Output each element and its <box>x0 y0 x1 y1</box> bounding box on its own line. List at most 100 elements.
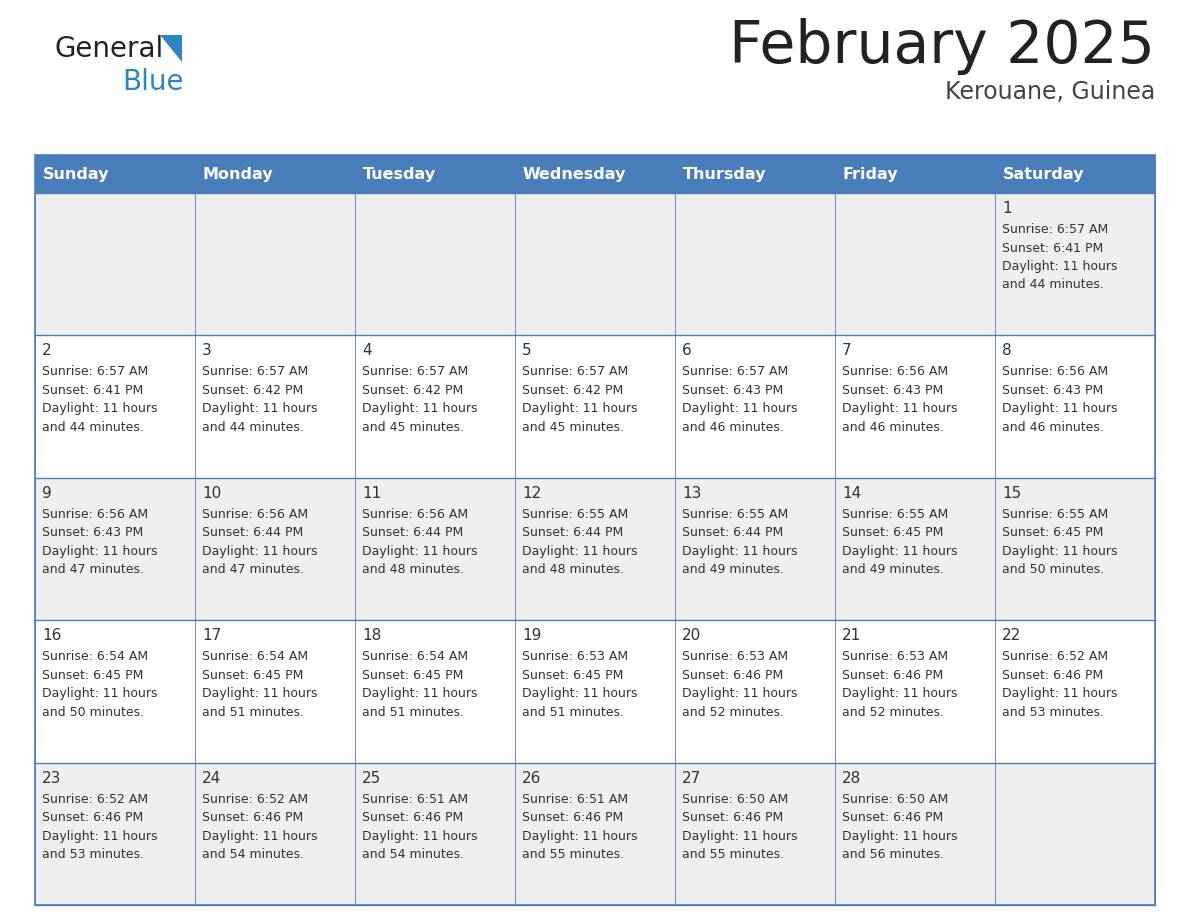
Text: Daylight: 11 hours: Daylight: 11 hours <box>842 688 958 700</box>
Text: and 54 minutes.: and 54 minutes. <box>362 848 465 861</box>
Text: Sunset: 6:46 PM: Sunset: 6:46 PM <box>522 812 624 824</box>
Text: and 49 minutes.: and 49 minutes. <box>682 564 784 577</box>
Text: Sunset: 6:41 PM: Sunset: 6:41 PM <box>1001 241 1104 254</box>
Text: Sunset: 6:46 PM: Sunset: 6:46 PM <box>682 812 783 824</box>
Text: 4: 4 <box>362 343 372 358</box>
Text: Daylight: 11 hours: Daylight: 11 hours <box>202 402 317 416</box>
Text: Thursday: Thursday <box>683 166 766 182</box>
Bar <box>34 155 1155 193</box>
Text: Daylight: 11 hours: Daylight: 11 hours <box>522 402 638 416</box>
Text: and 50 minutes.: and 50 minutes. <box>1001 564 1104 577</box>
Text: Sunset: 6:46 PM: Sunset: 6:46 PM <box>1001 668 1104 682</box>
Bar <box>675 193 835 335</box>
Text: and 48 minutes.: and 48 minutes. <box>362 564 465 577</box>
Text: Daylight: 11 hours: Daylight: 11 hours <box>362 402 478 416</box>
Text: 14: 14 <box>842 486 861 501</box>
Text: 27: 27 <box>682 770 701 786</box>
Text: 8: 8 <box>1001 343 1012 358</box>
Text: Sunrise: 6:51 AM: Sunrise: 6:51 AM <box>362 792 468 806</box>
Text: Sunrise: 6:55 AM: Sunrise: 6:55 AM <box>522 508 628 521</box>
Text: 2: 2 <box>42 343 51 358</box>
Text: Sunset: 6:43 PM: Sunset: 6:43 PM <box>842 384 943 397</box>
Bar <box>996 763 1155 905</box>
Text: Daylight: 11 hours: Daylight: 11 hours <box>682 402 797 416</box>
Text: Daylight: 11 hours: Daylight: 11 hours <box>42 688 158 700</box>
Text: 9: 9 <box>42 486 52 501</box>
Text: and 46 minutes.: and 46 minutes. <box>1001 420 1104 434</box>
Text: Sunset: 6:43 PM: Sunset: 6:43 PM <box>682 384 783 397</box>
Text: and 44 minutes.: and 44 minutes. <box>42 420 144 434</box>
Text: Sunset: 6:44 PM: Sunset: 6:44 PM <box>682 526 783 539</box>
Text: Daylight: 11 hours: Daylight: 11 hours <box>522 544 638 558</box>
Text: Daylight: 11 hours: Daylight: 11 hours <box>42 830 158 843</box>
Text: Sunrise: 6:52 AM: Sunrise: 6:52 AM <box>202 792 308 806</box>
Text: Sunset: 6:45 PM: Sunset: 6:45 PM <box>842 526 943 539</box>
Text: and 56 minutes.: and 56 minutes. <box>842 848 944 861</box>
Text: Sunrise: 6:57 AM: Sunrise: 6:57 AM <box>1001 223 1108 236</box>
Text: Blue: Blue <box>122 68 183 96</box>
Bar <box>996 621 1155 763</box>
Text: 13: 13 <box>682 486 701 501</box>
Bar <box>516 763 675 905</box>
Text: Daylight: 11 hours: Daylight: 11 hours <box>842 402 958 416</box>
Text: Sunrise: 6:55 AM: Sunrise: 6:55 AM <box>842 508 948 521</box>
Text: Sunset: 6:46 PM: Sunset: 6:46 PM <box>842 812 943 824</box>
Bar <box>675 335 835 477</box>
Text: Sunrise: 6:56 AM: Sunrise: 6:56 AM <box>842 365 948 378</box>
Text: Daylight: 11 hours: Daylight: 11 hours <box>842 544 958 558</box>
Bar <box>996 335 1155 477</box>
Bar <box>835 477 996 621</box>
Text: 10: 10 <box>202 486 221 501</box>
Bar <box>195 621 355 763</box>
Text: 1: 1 <box>1001 201 1012 216</box>
Text: Sunset: 6:44 PM: Sunset: 6:44 PM <box>362 526 463 539</box>
Text: and 45 minutes.: and 45 minutes. <box>362 420 465 434</box>
Bar <box>675 621 835 763</box>
Text: Sunset: 6:42 PM: Sunset: 6:42 PM <box>362 384 463 397</box>
Text: Daylight: 11 hours: Daylight: 11 hours <box>42 402 158 416</box>
Bar <box>996 193 1155 335</box>
Text: Sunset: 6:46 PM: Sunset: 6:46 PM <box>682 668 783 682</box>
Text: Daylight: 11 hours: Daylight: 11 hours <box>682 688 797 700</box>
Text: and 52 minutes.: and 52 minutes. <box>682 706 784 719</box>
Text: Daylight: 11 hours: Daylight: 11 hours <box>1001 688 1118 700</box>
Bar <box>516 193 675 335</box>
Text: Sunrise: 6:54 AM: Sunrise: 6:54 AM <box>362 650 468 663</box>
Bar <box>355 193 516 335</box>
Bar <box>516 477 675 621</box>
Text: and 55 minutes.: and 55 minutes. <box>682 848 784 861</box>
Bar <box>675 477 835 621</box>
Text: 17: 17 <box>202 628 221 644</box>
Text: 11: 11 <box>362 486 381 501</box>
Text: Sunrise: 6:57 AM: Sunrise: 6:57 AM <box>522 365 628 378</box>
Text: 25: 25 <box>362 770 381 786</box>
Text: Sunrise: 6:57 AM: Sunrise: 6:57 AM <box>202 365 308 378</box>
Text: 21: 21 <box>842 628 861 644</box>
Text: Sunset: 6:45 PM: Sunset: 6:45 PM <box>1001 526 1104 539</box>
Text: Sunset: 6:41 PM: Sunset: 6:41 PM <box>42 384 144 397</box>
Bar <box>355 335 516 477</box>
Text: Sunset: 6:43 PM: Sunset: 6:43 PM <box>1001 384 1104 397</box>
Text: Sunrise: 6:54 AM: Sunrise: 6:54 AM <box>42 650 148 663</box>
Text: 23: 23 <box>42 770 62 786</box>
Bar <box>355 477 516 621</box>
Text: Sunrise: 6:50 AM: Sunrise: 6:50 AM <box>842 792 948 806</box>
Bar <box>34 193 195 335</box>
Text: Daylight: 11 hours: Daylight: 11 hours <box>362 830 478 843</box>
Text: and 46 minutes.: and 46 minutes. <box>842 420 944 434</box>
Text: and 53 minutes.: and 53 minutes. <box>42 848 144 861</box>
Text: Daylight: 11 hours: Daylight: 11 hours <box>1001 402 1118 416</box>
Text: Daylight: 11 hours: Daylight: 11 hours <box>362 544 478 558</box>
Text: Monday: Monday <box>203 166 273 182</box>
Text: Kerouane, Guinea: Kerouane, Guinea <box>944 80 1155 104</box>
Text: Saturday: Saturday <box>1003 166 1085 182</box>
Text: Sunset: 6:45 PM: Sunset: 6:45 PM <box>522 668 624 682</box>
Text: Sunrise: 6:51 AM: Sunrise: 6:51 AM <box>522 792 628 806</box>
Text: Daylight: 11 hours: Daylight: 11 hours <box>522 830 638 843</box>
Text: and 44 minutes.: and 44 minutes. <box>202 420 304 434</box>
Text: Wednesday: Wednesday <box>523 166 626 182</box>
Bar <box>355 621 516 763</box>
Bar <box>835 621 996 763</box>
Text: 19: 19 <box>522 628 542 644</box>
Text: Daylight: 11 hours: Daylight: 11 hours <box>522 688 638 700</box>
